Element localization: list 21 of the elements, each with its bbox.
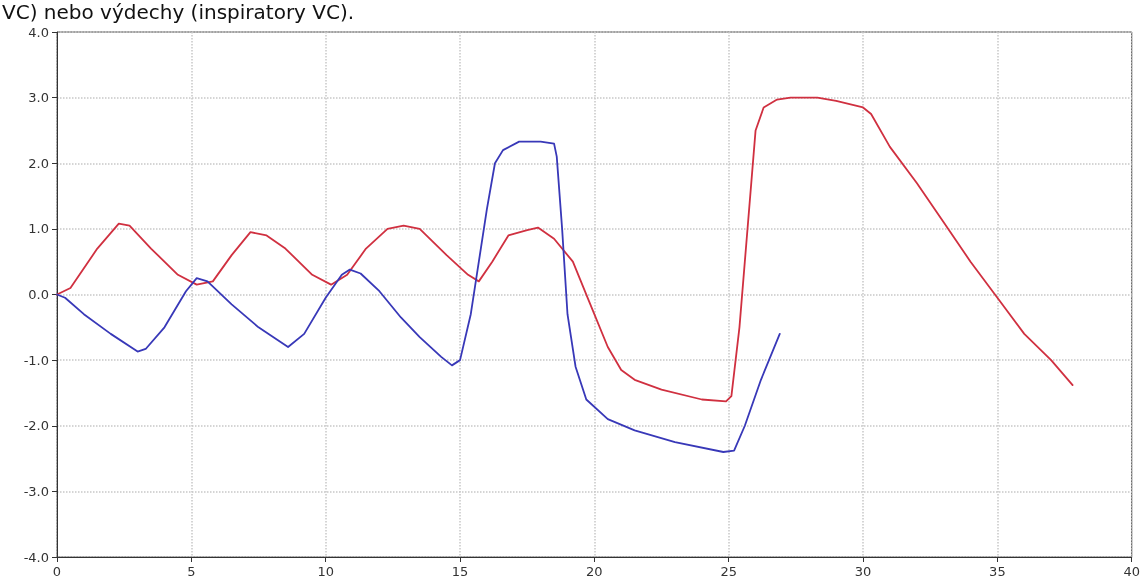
line-series bbox=[56, 96, 1074, 403]
y-tick-label: -1.0 bbox=[23, 352, 49, 368]
x-tick-label: 20 bbox=[586, 564, 603, 579]
y-tick-label: 0.0 bbox=[28, 287, 49, 302]
x-tick-label: 10 bbox=[317, 564, 334, 579]
y-tick-label: 3.0 bbox=[28, 90, 49, 106]
x-tick-label: 30 bbox=[854, 564, 872, 579]
x-tick-label: 35 bbox=[989, 564, 1006, 579]
x-tick-label: 15 bbox=[451, 564, 469, 579]
y-tick-label: 4.0 bbox=[28, 24, 49, 40]
x-tick-label: 5 bbox=[187, 564, 196, 579]
x-tick-label: 40 bbox=[1123, 564, 1140, 579]
y-tick-label: 1.0 bbox=[28, 221, 49, 237]
y-tick-label: -3.0 bbox=[23, 483, 49, 499]
text: VC) nebo výdechy (inspiratory VC). bbox=[2, 0, 355, 24]
x-tick-label: 25 bbox=[720, 564, 737, 579]
line-series bbox=[56, 140, 781, 453]
y-tick-label: -4.0 bbox=[23, 549, 49, 565]
y-tick-label: 2.0 bbox=[28, 155, 49, 171]
x-tick-label: 0 bbox=[52, 564, 62, 579]
y-tick-label: -2.0 bbox=[23, 418, 49, 434]
